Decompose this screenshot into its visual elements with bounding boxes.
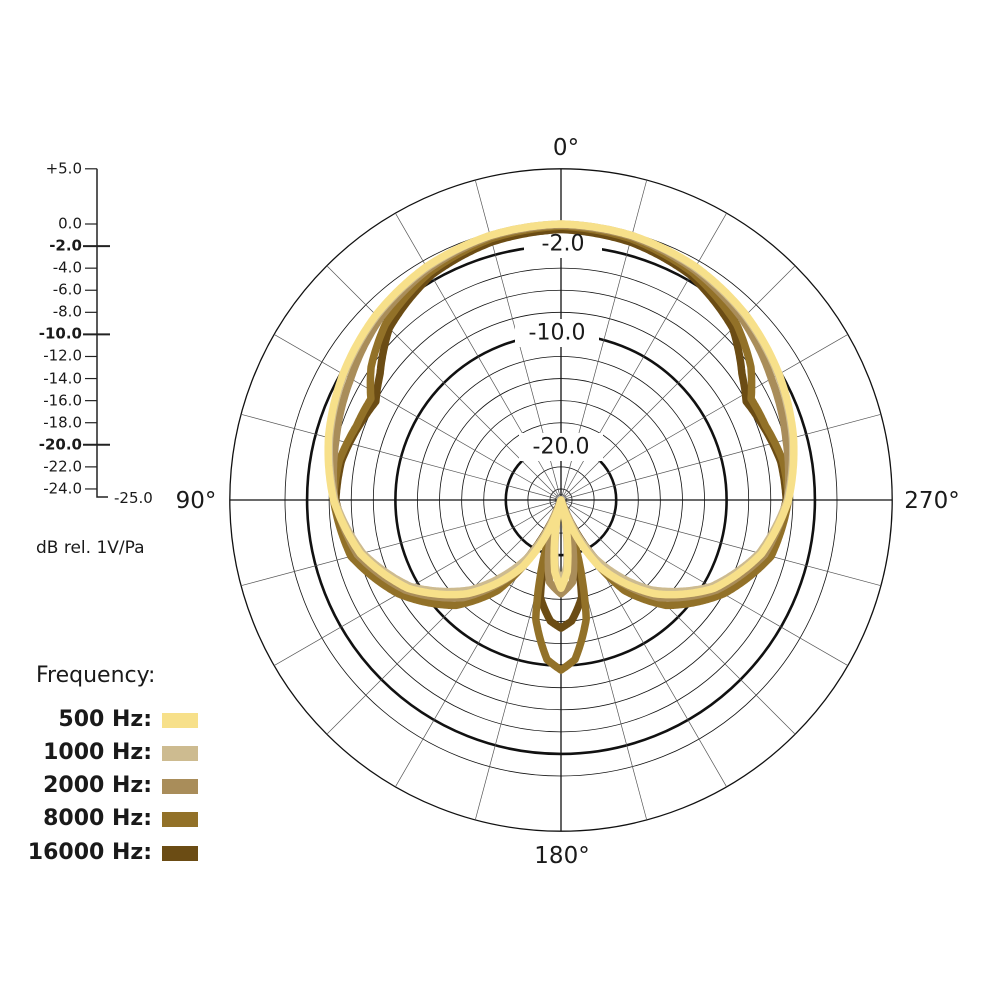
- grid-spoke: [240, 499, 562, 587]
- series-curve-8000hz: [329, 222, 793, 674]
- scale-axis-line: [96, 168, 108, 498]
- legend-swatch: [162, 779, 198, 794]
- grid-spoke: [560, 265, 796, 501]
- scale-tick-label: -6.0: [52, 280, 82, 299]
- grid-spoke: [240, 413, 562, 501]
- legend-item: 2000 Hz:: [0, 773, 200, 799]
- legend-label: 1000 Hz:: [43, 740, 152, 765]
- legend-swatch: [162, 713, 198, 728]
- legend-item: 8000 Hz:: [0, 806, 200, 832]
- legend-item: 1000 Hz:: [0, 740, 200, 766]
- scale-tick-label: -14.0: [43, 369, 82, 388]
- legend-label: 16000 Hz:: [27, 840, 152, 865]
- angle-label-90: 90°: [175, 488, 217, 514]
- legend-swatch: [162, 846, 198, 861]
- grid-spoke: [560, 499, 882, 587]
- legend-swatch: [162, 746, 198, 761]
- angle-label-0: 0°: [552, 135, 580, 161]
- legend-label: 500 Hz:: [58, 707, 152, 732]
- legend-item: 16000 Hz:: [0, 840, 200, 866]
- legend-label: 8000 Hz:: [43, 806, 152, 831]
- grid-spoke: [326, 265, 562, 501]
- grid-spoke: [273, 499, 562, 666]
- legend-title: Frequency:: [36, 663, 156, 688]
- scale-tick-label: -24.0: [43, 479, 82, 498]
- series-curve-500hz: [324, 220, 798, 599]
- angle-label-180: 180°: [534, 843, 590, 869]
- scale-tick-label: -12.0: [43, 346, 82, 365]
- scale-tick-label: -16.0: [43, 391, 82, 410]
- legend-swatch: [162, 812, 198, 827]
- scale-tick-label: -10.0: [38, 324, 82, 343]
- scale-unit-label: dB rel. 1V/Pa: [36, 538, 145, 558]
- series-curve-16000hz: [332, 225, 790, 632]
- ring-label-minus-20: -20.0: [532, 434, 590, 460]
- legend-label: 2000 Hz:: [43, 773, 152, 798]
- legend-item: 500 Hz:: [0, 707, 200, 733]
- ring-label-minus-2: -2.0: [541, 231, 585, 257]
- grid-spoke: [273, 334, 562, 501]
- scale-tick-label: -4.0: [52, 258, 82, 277]
- ring-label-minus-10: -10.0: [528, 320, 586, 346]
- scale-tick-label: -8.0: [52, 302, 82, 321]
- scale-tick-label: -20.0: [38, 435, 82, 454]
- scale-tick-label: -22.0: [43, 457, 82, 476]
- scale-tick-label: +5.0: [45, 159, 82, 178]
- scale-min-label: -25.0: [114, 489, 153, 507]
- scale-tick-label: 0.0: [58, 214, 82, 233]
- ring-label-gap: [519, 433, 603, 461]
- polar-curves: [324, 220, 798, 674]
- grid-spoke: [326, 499, 562, 735]
- db-scale-axis: [83, 168, 110, 498]
- grid-spoke: [560, 413, 882, 501]
- ring-label-gap: [515, 319, 599, 347]
- angle-label-270: 270°: [904, 488, 960, 514]
- scale-tick-label: -18.0: [43, 413, 82, 432]
- grid-spoke: [560, 499, 796, 735]
- grid-spoke: [560, 499, 849, 666]
- series-curve-2000hz: [329, 221, 793, 602]
- grid-spoke: [560, 334, 849, 501]
- polar-grid: [229, 168, 893, 832]
- scale-tick-label: -2.0: [49, 236, 82, 255]
